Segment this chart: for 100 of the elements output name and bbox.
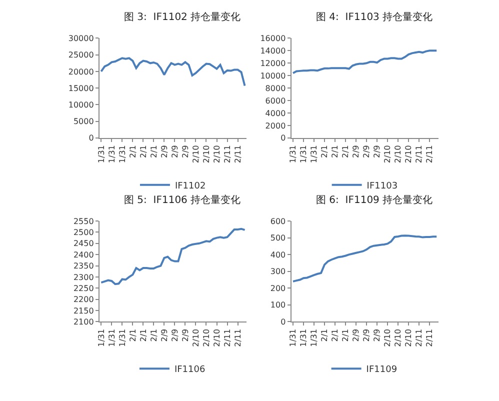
chart-title: 图 6: IF1109 持仓量变化 [316,194,433,206]
x-tick-label: 1/31 [107,328,116,347]
x-tick-label: 1/31 [299,145,308,164]
y-tick-label: 2200 [73,295,94,304]
line-series [100,57,246,87]
x-tick-label: 1/31 [107,145,116,164]
x-tick-label: 1/31 [288,328,298,347]
y-tick-label: 2100 [73,318,94,327]
x-tick-label: 2/10 [404,145,414,164]
x-tick-label: 2/10 [394,145,403,164]
x-tick-label: 2/10 [202,145,211,164]
chart-title: 图 4: IF1103 持仓量变化 [316,11,433,23]
x-tick-label: 2/1 [341,145,350,158]
x-tick-label: 1/31 [288,145,298,164]
y-tick-label: 25000 [68,50,94,60]
x-tick-label: 2/9 [372,145,382,158]
x-tick-label: 2/11 [414,328,424,347]
x-tick-label: 1/31 [299,328,308,347]
y-tick-label: 4000 [265,108,286,118]
y-tick-label: 500 [270,234,286,243]
x-tick-label: 2/1 [138,145,148,158]
x-tick-label: 1/31 [310,145,319,164]
y-tick-label: 0 [280,318,286,327]
x-tick-label: 2/11 [222,328,232,347]
x-tick-label: 1/31 [118,328,127,347]
y-tick-label: 5000 [73,117,94,126]
y-tick-label: 300 [270,267,286,276]
x-tick-label: 1/31 [96,145,106,164]
y-tick-label: 2550 [73,216,94,226]
y-tick-label: 2000 [265,121,286,130]
line-series [292,50,438,74]
x-tick-label: 1/31 [96,328,106,347]
x-tick-label: 2/1 [330,145,340,158]
x-tick-label: 2/10 [202,328,211,347]
y-tick-label: 8000 [265,84,286,93]
y-tick-label: 2300 [73,272,94,282]
x-tick-label: 2/1 [149,145,158,158]
y-tick-label: 16000 [260,34,286,44]
x-tick-label: 2/11 [414,145,424,164]
y-tick-label: 0 [280,134,286,143]
y-tick-label: 200 [270,284,286,293]
x-tick-label: 2/1 [128,145,138,158]
y-tick-label: 6000 [265,96,286,106]
x-tick-label: 2/10 [404,328,414,347]
x-tick-label: 2/1 [320,328,330,342]
x-tick-label: 2/11 [233,145,242,164]
x-tick-label: 1/31 [310,328,319,347]
x-tick-label: 2/1 [128,328,138,342]
legend-label: IF1102 [174,181,206,192]
y-tick-label: 100 [270,300,286,310]
y-tick-label: 0 [88,134,94,143]
x-tick-label: 2/9 [372,328,382,342]
x-tick-label: 2/1 [330,328,340,342]
y-tick-label: 2150 [73,306,94,316]
y-tick-label: 12000 [260,58,286,68]
x-tick-label: 2/11 [222,145,232,164]
x-tick-label: 2/10 [383,145,392,164]
y-tick-label: 14000 [260,46,286,56]
legend-label: IF1106 [174,365,206,376]
y-tick-label: 2350 [73,262,94,271]
line-series [100,228,246,286]
legend-label: IF1103 [366,181,398,192]
x-tick-label: 2/11 [233,328,242,347]
legend-label: IF1109 [366,365,398,376]
y-tick-label: 15000 [68,84,94,93]
y-tick-label: 10000 [260,71,286,80]
y-tick-label: 2400 [73,250,94,260]
x-tick-label: 2/9 [170,328,180,342]
x-tick-label: 2/1 [341,328,350,342]
x-tick-label: 2/1 [320,145,330,158]
x-tick-label: 2/11 [425,328,434,347]
y-tick-label: 30000 [68,34,94,44]
x-tick-label: 2/9 [170,145,180,158]
x-tick-label: 2/10 [383,328,392,347]
x-tick-label: 2/9 [362,328,372,342]
y-tick-label: 2250 [73,284,94,293]
y-tick-label: 600 [270,216,286,226]
x-tick-label: 2/9 [362,145,372,158]
x-tick-label: 2/9 [352,328,361,342]
chart-title: 图 5: IF1106 持仓量变化 [124,194,241,206]
x-tick-label: 2/10 [212,145,222,164]
y-tick-label: 400 [270,250,286,260]
x-tick-label: 2/9 [352,145,361,158]
x-tick-label: 2/10 [191,328,200,347]
x-tick-label: 2/1 [138,328,148,342]
x-tick-label: 2/9 [180,145,190,158]
x-tick-label: 2/11 [425,145,434,164]
x-tick-label: 2/10 [191,145,200,164]
x-tick-label: 2/10 [394,328,403,347]
line-series [292,234,438,282]
x-tick-label: 2/9 [160,328,169,342]
x-tick-label: 2/1 [149,328,158,342]
y-tick-label: 2450 [73,239,94,248]
y-tick-label: 20000 [68,67,94,76]
x-tick-label: 2/9 [180,328,190,342]
x-tick-label: 2/10 [212,328,222,347]
x-tick-label: 2/9 [160,145,169,158]
x-tick-label: 1/31 [118,145,127,164]
y-tick-label: 10000 [68,100,94,110]
y-tick-label: 2500 [73,228,94,238]
